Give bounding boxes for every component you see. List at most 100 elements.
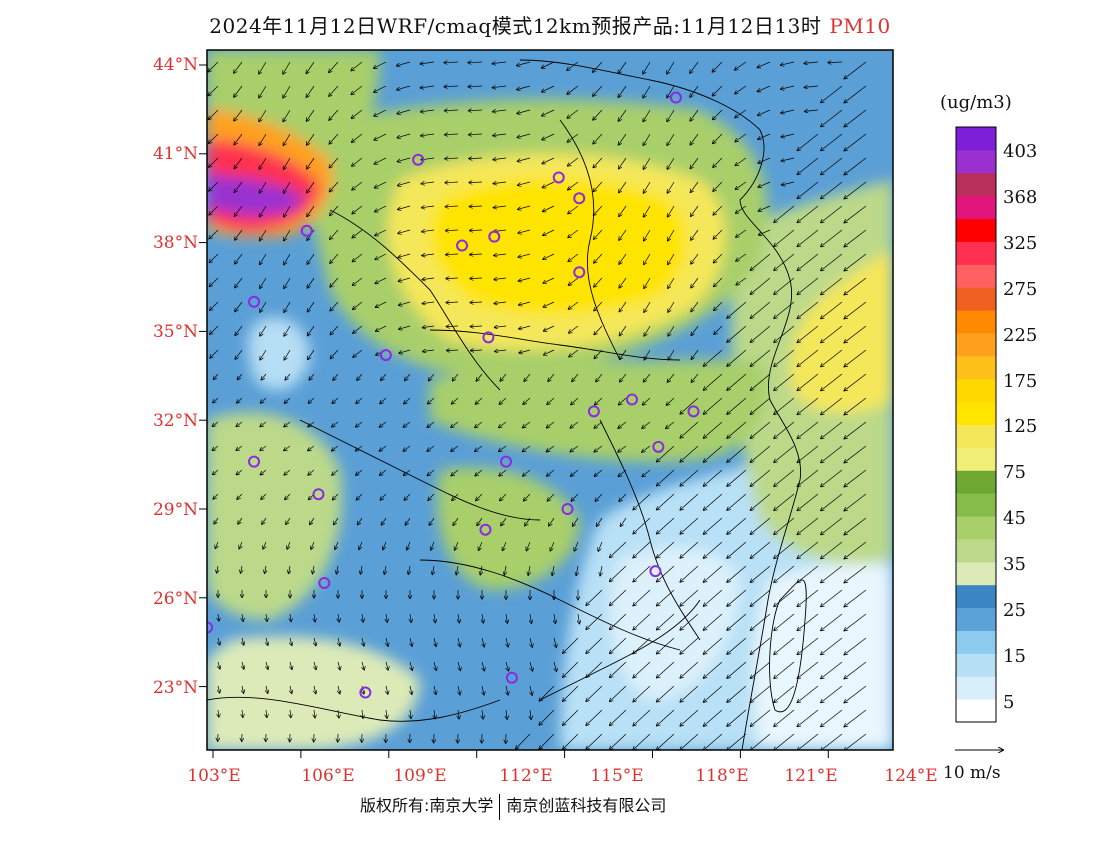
wind-vector xyxy=(542,157,555,164)
wind-vector xyxy=(547,493,555,501)
wind-vector xyxy=(657,685,675,702)
wind-vector xyxy=(567,109,579,118)
wind-vector xyxy=(234,205,243,216)
wind-vector xyxy=(407,541,411,550)
wind-vector xyxy=(735,157,747,166)
wind-vector xyxy=(727,589,747,606)
colorbar-label: 225 xyxy=(1003,325,1038,346)
wind-vector xyxy=(307,277,315,288)
copyright-footer: 版权所有:南京大学 南京创蓝科技有限公司 xyxy=(360,792,666,820)
wind-vector xyxy=(218,637,220,645)
wind-vector xyxy=(821,229,843,247)
wind-vector xyxy=(480,565,482,575)
wind-vector xyxy=(380,493,387,500)
colorbar-segment xyxy=(956,172,996,197)
wind-vector xyxy=(379,421,387,427)
wind-vector xyxy=(704,445,723,462)
wind-vector xyxy=(797,493,819,511)
wind-vector xyxy=(704,685,723,702)
wind-vector xyxy=(750,685,771,702)
wind-vector xyxy=(680,685,699,702)
wind-vector xyxy=(821,469,843,487)
wind-vector xyxy=(518,229,531,233)
wind-vector xyxy=(218,709,219,717)
wind-vector xyxy=(844,157,867,175)
wind-vector xyxy=(458,685,460,695)
wind-vector xyxy=(657,517,675,534)
wind-vector xyxy=(352,253,363,262)
station-marker xyxy=(505,671,518,684)
wind-vector xyxy=(284,205,291,217)
wind-vector xyxy=(750,493,771,510)
wind-vector xyxy=(633,637,651,654)
wind-vector xyxy=(704,349,723,366)
wind-vector xyxy=(543,205,555,212)
wind-vector xyxy=(456,565,458,575)
wind-vector xyxy=(434,613,435,623)
wind-vector xyxy=(235,229,243,240)
wind-vector xyxy=(290,613,291,622)
wind-vector xyxy=(704,709,723,726)
wind-vector xyxy=(750,637,771,654)
wind-vector xyxy=(422,278,435,280)
wind-vector xyxy=(352,157,363,166)
wind-vector xyxy=(690,109,699,121)
wind-vector xyxy=(680,709,699,726)
colorbar-segment xyxy=(956,653,996,677)
wind-vector xyxy=(774,325,795,342)
wind-vector xyxy=(434,709,435,719)
wind-vector xyxy=(750,469,771,486)
wind-vector xyxy=(727,733,747,750)
wind-vector xyxy=(644,253,651,265)
wind-vector xyxy=(774,253,795,270)
wind-vector xyxy=(567,61,579,70)
wind-vector xyxy=(821,685,843,703)
wind-vector xyxy=(446,230,459,231)
wind-vector xyxy=(404,397,411,404)
wind-vector xyxy=(260,445,267,451)
wind-vector xyxy=(618,61,627,73)
wind-vector xyxy=(468,62,483,63)
lon-label: 118°E xyxy=(695,766,749,786)
wind-vector xyxy=(563,637,579,653)
wind-vector xyxy=(633,565,651,582)
wind-vector xyxy=(750,301,771,318)
wind-vector xyxy=(493,110,507,112)
wind-vector xyxy=(618,85,627,97)
wind-vector xyxy=(595,397,603,405)
wind-vector xyxy=(797,205,819,223)
wind-vector xyxy=(290,637,292,645)
wind-vector xyxy=(668,301,675,312)
wind-vector xyxy=(546,445,555,452)
wind-vector xyxy=(774,421,795,438)
wind-vector xyxy=(428,397,435,404)
wind-vector xyxy=(727,397,747,414)
wind-vector xyxy=(844,133,867,151)
wind-vector xyxy=(619,325,627,336)
wind-vector xyxy=(667,373,675,382)
wind-vector xyxy=(680,637,699,654)
company-text: 南京创蓝科技有限公司 xyxy=(506,796,667,815)
station-marker xyxy=(573,192,586,205)
wind-vector xyxy=(494,302,507,304)
wind-vector xyxy=(263,541,266,549)
wind-vector xyxy=(552,565,554,575)
wind-vector xyxy=(410,709,411,718)
wind-vector xyxy=(750,445,771,462)
wind-vector xyxy=(690,181,699,192)
wind-vector xyxy=(475,469,483,476)
wind-vector xyxy=(329,157,339,168)
wind-vector xyxy=(260,229,267,241)
wind-vector xyxy=(236,469,243,475)
wind-vector xyxy=(690,85,699,97)
wind-vector xyxy=(568,229,579,238)
wind-vector xyxy=(289,565,290,574)
colorbar-segment xyxy=(956,424,996,448)
wind-vector xyxy=(284,421,291,427)
lon-label: 112°E xyxy=(499,766,553,786)
colorbar-label: 175 xyxy=(1003,371,1038,392)
wind-vector xyxy=(713,133,723,144)
wind-vector xyxy=(797,661,819,679)
wind-vector xyxy=(517,85,531,90)
colorbar-label: 5 xyxy=(1003,692,1015,713)
